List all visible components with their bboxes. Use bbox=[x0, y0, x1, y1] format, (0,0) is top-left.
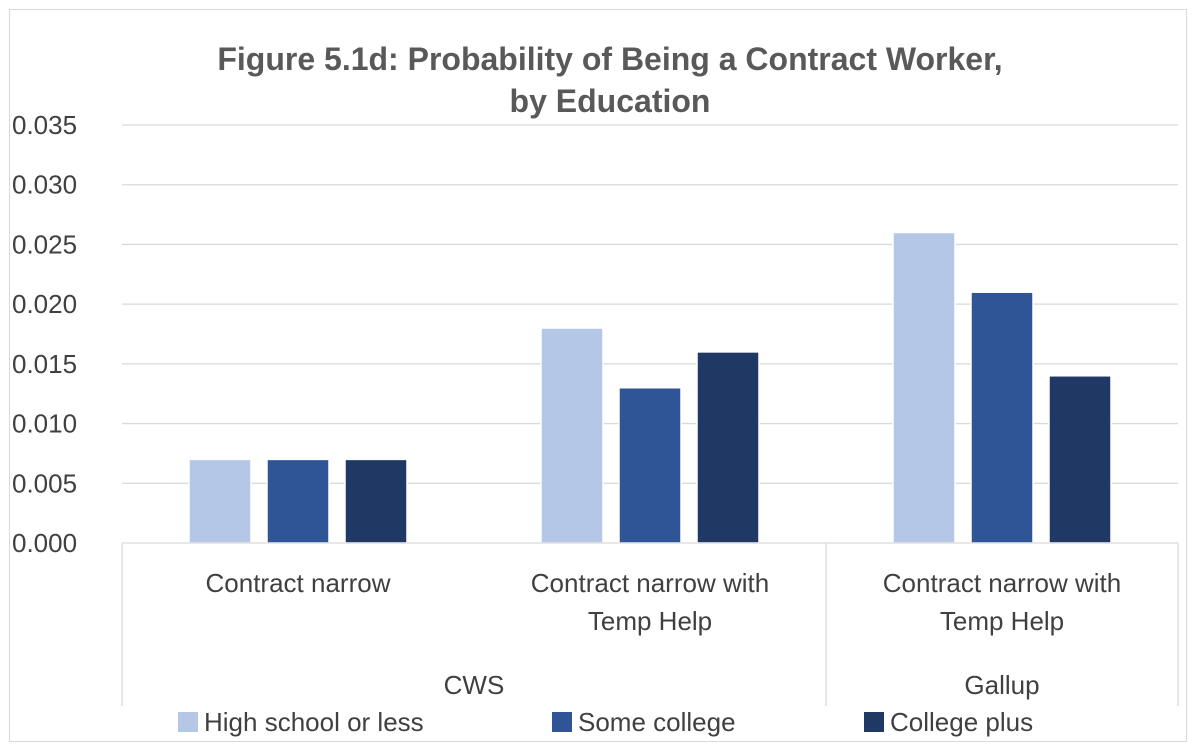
y-tick-label: 0.030 bbox=[12, 170, 77, 200]
x-group-label: Gallup bbox=[964, 670, 1039, 700]
legend-swatch bbox=[178, 712, 198, 732]
bar bbox=[344, 458, 408, 544]
y-tick-label: 0.035 bbox=[12, 110, 77, 140]
legend-label: High school or less bbox=[204, 707, 424, 737]
bar bbox=[696, 351, 760, 544]
y-axis-ticks: 0.000 0.005 0.010 0.015 0.020 0.025 0.030 0.035 bbox=[12, 110, 77, 558]
x-category-label: Temp Help bbox=[940, 606, 1064, 636]
x-axis bbox=[121, 542, 1179, 706]
y-tick-label: 0.000 bbox=[12, 528, 77, 558]
legend: High school or less Some college College p… bbox=[178, 707, 1033, 737]
bar bbox=[540, 327, 604, 544]
x-category-label: Temp Help bbox=[588, 606, 712, 636]
x-group-label: CWS bbox=[444, 670, 505, 700]
bar bbox=[266, 458, 330, 544]
bar bbox=[618, 386, 682, 544]
chart-title: Figure 5.1d: Probability of Being a Cont… bbox=[217, 41, 1002, 77]
legend-label: Some college bbox=[578, 707, 736, 737]
bar bbox=[892, 231, 956, 544]
legend-label: College plus bbox=[890, 707, 1033, 737]
chart-frame bbox=[9, 9, 1187, 742]
bar bbox=[1048, 375, 1112, 544]
y-tick-label: 0.005 bbox=[12, 468, 77, 498]
bars bbox=[188, 231, 1112, 544]
x-category-label: Contract narrow with bbox=[531, 568, 769, 598]
y-tick-label: 0.025 bbox=[12, 229, 77, 259]
y-tick-label: 0.010 bbox=[12, 409, 77, 439]
x-category-label: Contract narrow bbox=[206, 568, 391, 598]
y-tick-label: 0.020 bbox=[12, 289, 77, 319]
chart-subtitle: by Education bbox=[510, 83, 711, 119]
x-category-label: Contract narrow with bbox=[883, 568, 1121, 598]
legend-swatch bbox=[864, 712, 884, 732]
bar bbox=[188, 458, 252, 544]
legend-swatch bbox=[552, 712, 572, 732]
bar bbox=[970, 291, 1034, 544]
y-tick-label: 0.015 bbox=[12, 349, 77, 379]
x-axis-category-labels: Contract narrow Contract narrow with Temp … bbox=[206, 568, 1122, 700]
